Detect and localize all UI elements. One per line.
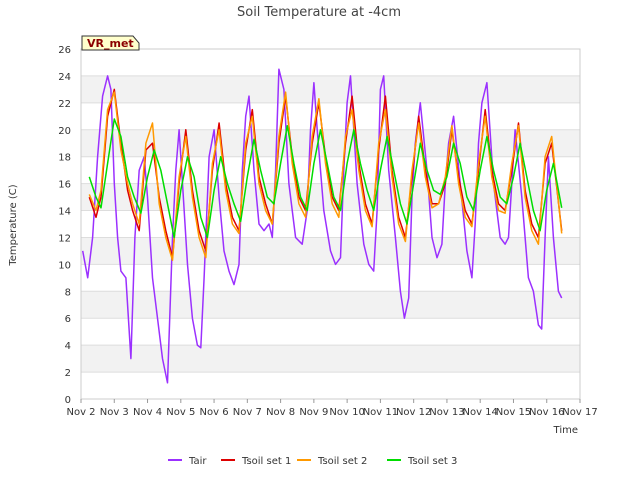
legend: Tair Tsoil set 1 Tsoil set 2 Tsoil set 3 [168,456,457,467]
x-axis-ticks: Nov 2 Nov 3 Nov 4 Nov 5 Nov 6 Nov 7 Nov 8 Nov 9… [66,399,598,418]
y-tick-label: 10 [58,260,71,271]
x-tick-label: Nov 12 [396,407,431,418]
series-line-tair [81,68,563,384]
x-tick-label: Nov 6 [200,407,229,418]
chart-title: Soil Temperature at -4cm [237,5,401,20]
x-tick-label: Nov 10 [329,407,364,418]
x-tick-label: Nov 11 [363,407,398,418]
x-tick-label: Nov 3 [100,407,129,418]
background-band [81,345,580,373]
y-tick-label: 2 [65,368,71,379]
y-tick-label: 16 [58,180,71,191]
y-tick-label: 12 [58,233,71,244]
y-tick-label: 4 [65,341,71,352]
x-tick-label: Nov 2 [66,407,95,418]
station-badge-label: VR_met [87,37,134,50]
background-band [81,291,580,319]
x-tick-label: Nov 8 [266,407,295,418]
background-band [81,129,580,157]
y-tick-label: 14 [58,207,71,218]
plot-frame [80,48,581,400]
legend-label: Tsoil set 1 [241,456,291,467]
y-tick-label: 26 [58,45,71,56]
background-band [81,75,580,103]
station-badge-box [81,35,140,51]
x-tick-label: Nov 13 [429,407,464,418]
y-tick-label: 24 [58,72,71,83]
x-tick-label: Nov 9 [299,407,328,418]
series-line-tsoil-set-2 [88,91,563,262]
x-tick-label: Nov 7 [233,407,262,418]
y-tick-label: 22 [58,99,71,110]
series-line-tsoil-set-3 [88,118,563,239]
legend-label: Tsoil set 2 [317,456,367,467]
legend-label: Tair [188,456,207,467]
y-tick-label: 18 [58,153,71,164]
x-axis-label: Time [553,425,578,436]
station-badge: VR_met [81,35,140,51]
y-tick-label: 0 [65,395,71,406]
x-tick-label: Nov 15 [496,407,531,418]
series-lines [81,68,563,384]
x-tick-label: Nov 5 [166,407,195,418]
y-tick-label: 8 [65,287,71,298]
x-tick-label: Nov 14 [462,407,497,418]
x-tick-label: Nov 4 [133,407,162,418]
background-bands [81,75,580,373]
legend-label: Tsoil set 3 [407,456,457,467]
x-tick-label: Nov 16 [529,407,564,418]
x-tick-label: Nov 17 [562,407,597,418]
y-axis-label: Temperature (C) [8,184,19,266]
y-tick-label: 6 [65,314,71,325]
y-tick-label: 20 [58,126,71,137]
